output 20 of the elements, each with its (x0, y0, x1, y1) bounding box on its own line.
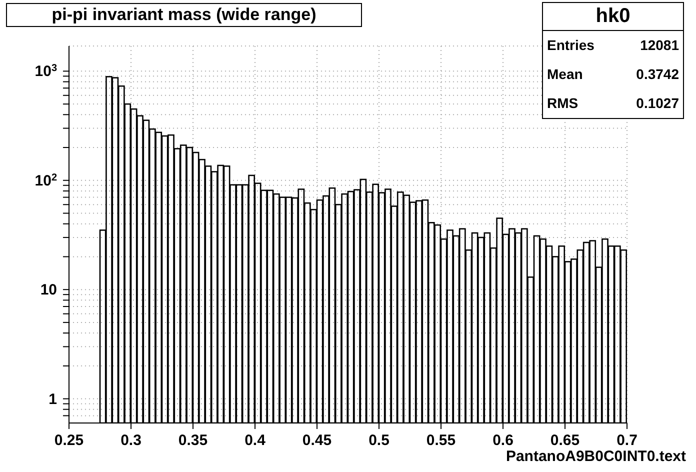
y-tick-label: 1 (48, 390, 57, 408)
text: hk0 (543, 3, 683, 31)
text: Entries 12081 (547, 37, 679, 53)
x-tick-label: 0.25 (54, 432, 84, 449)
y-tick-label: 10 (40, 282, 57, 299)
text: RMS 0.1027 (547, 95, 679, 111)
x-tick-label: 0.55 (426, 432, 456, 449)
chart-title: pi-pi invariant mass (wide range) (6, 3, 362, 27)
x-tick-label: 0.4 (244, 432, 266, 449)
x-tick-label: 0.45 (302, 432, 332, 449)
y-tick-label: 10$^{2}$ (34, 172, 58, 190)
x-tick-label: 0.35 (178, 432, 208, 449)
x-tick-label: 0.3 (120, 432, 142, 449)
x-tick-label: 0.6 (492, 432, 514, 449)
text: Mean 0.3742 (547, 66, 679, 82)
y-tick-label: 10$^{3}$ (34, 62, 58, 80)
x-tick-label: 0.7 (616, 432, 638, 449)
x-tick-label: 0.65 (550, 432, 580, 449)
x-axis-title: PantanoA9B0C0INT0.text (506, 448, 686, 465)
x-tick-label: 0.5 (368, 432, 390, 449)
